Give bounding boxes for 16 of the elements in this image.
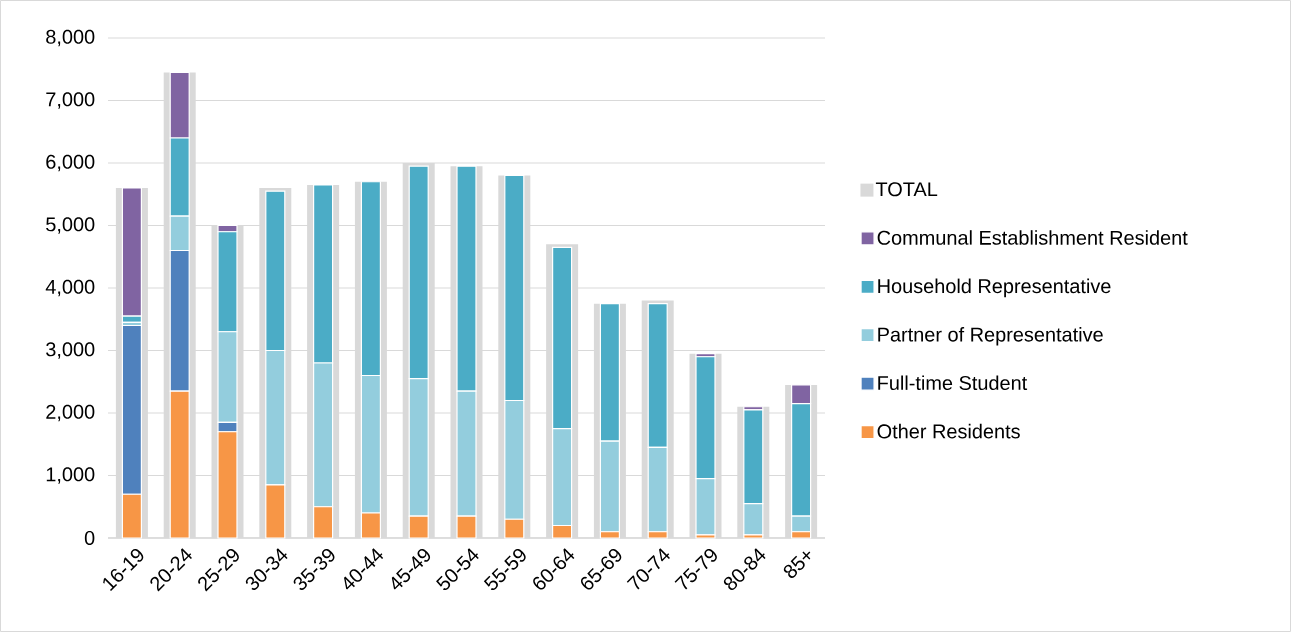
legend-label: Communal Establishment Resident — [877, 230, 1188, 245]
y-tick-label: 2,000 — [46, 404, 95, 422]
legend-label: TOTAL — [875, 182, 938, 197]
y-tick-label: 8,000 — [46, 29, 95, 47]
y-tick-label: 0 — [84, 530, 95, 546]
legend-label: Partner of Representative — [878, 327, 1103, 346]
y-tick-label: 4,000 — [45, 279, 95, 297]
y-tick-label: 5,000 — [46, 217, 95, 234]
y-tick-label: 7,000 — [46, 92, 95, 109]
x-tick-label: 85+ — [783, 551, 811, 578]
legend-label: Full-time Student — [878, 375, 1028, 391]
y-tick-label: 1,000 — [46, 467, 95, 484]
legend-label: Other Residents — [877, 423, 1020, 439]
legend-label: Household Representative — [878, 278, 1111, 298]
y-tick-label: 3,000 — [46, 342, 95, 359]
y-tick-label: 6,000 — [46, 154, 95, 172]
